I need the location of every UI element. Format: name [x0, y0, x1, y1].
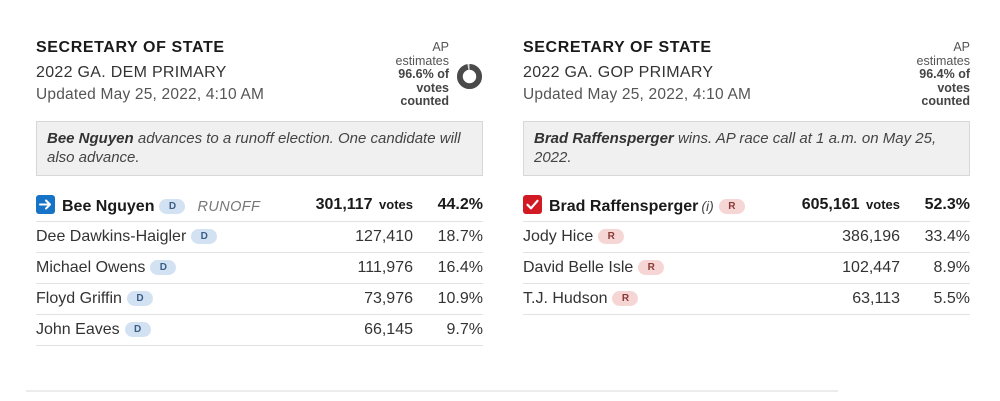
candidate-name: T.J. Hudson — [523, 289, 608, 307]
votes-cell: 605,161 votes — [780, 190, 900, 222]
race-summary: Bee Nguyen advances to a runoff election… — [36, 121, 483, 176]
race-header: SECRETARY OF STATE 2022 GA. GOP PRIMARY … — [523, 39, 970, 119]
gop-race-panel: SECRETARY OF STATE 2022 GA. GOP PRIMARY … — [523, 38, 970, 315]
office-title: SECRETARY OF STATE — [523, 39, 712, 56]
candidate-cell: T.J. Hudson R — [523, 283, 780, 315]
estimate-line: estimates — [916, 53, 971, 68]
party-badge: D — [191, 228, 218, 244]
percent-cell: 16.4% — [413, 252, 483, 284]
table-row: Bee Nguyen D RUNOFF 301,117 votes 44.2% — [36, 190, 483, 222]
party-badge: R — [612, 290, 639, 306]
summary-text: wins. AP race call at 1 a.m. on May 25, … — [534, 130, 937, 166]
vote-count: 63,113 — [780, 283, 900, 315]
candidate-name: Michael Owens — [36, 258, 146, 276]
percent-cell: 33.4% — [900, 221, 970, 253]
estimate-line: estimates — [395, 53, 450, 68]
checkmark-icon — [523, 194, 542, 214]
summary-candidate: Bee Nguyen — [47, 130, 134, 147]
vote-count: 605,161 — [801, 196, 860, 214]
results-table: Bee Nguyen D RUNOFF 301,117 votes 44.2% De… — [36, 190, 483, 346]
candidate-cell: Floyd Griffin D — [36, 283, 273, 315]
table-row: Michael Owens D 111,976 16.4% — [36, 252, 483, 284]
office-title: SECRETARY OF STATE — [36, 39, 225, 56]
dem-race-panel: SECRETARY OF STATE 2022 GA. DEM PRIMARY … — [36, 38, 483, 346]
vote-count: 386,196 — [780, 221, 900, 253]
race-summary: Brad Raffensperger wins. AP race call at… — [523, 121, 970, 176]
table-row: Dee Dawkins-Haigler D 127,410 18.7% — [36, 221, 483, 253]
votes-label: votes — [866, 197, 900, 213]
party-badge: R — [718, 198, 745, 214]
candidate-name: John Eaves — [36, 320, 120, 338]
vote-count: 127,410 — [273, 221, 413, 253]
candidate-cell: Brad Raffensperger (i) R — [523, 190, 780, 222]
candidate-cell: Michael Owens D — [36, 252, 273, 284]
candidate-cell: Bee Nguyen D RUNOFF — [36, 190, 273, 222]
candidate-cell: Jody Hice R — [523, 221, 780, 253]
candidate-cell: John Eaves D — [36, 314, 273, 346]
estimate-line: counted — [921, 94, 970, 108]
estimate-line: votes — [937, 80, 970, 95]
estimate-line: AP — [432, 40, 449, 54]
votes-label: votes — [379, 197, 413, 213]
votes-cell: 301,117 votes — [273, 190, 413, 222]
table-row: Jody Hice R 386,196 33.4% — [523, 221, 970, 253]
vote-count: 301,117 — [315, 196, 373, 214]
vote-count: 66,145 — [273, 314, 413, 346]
percent-cell: 18.7% — [413, 221, 483, 253]
estimate-percent: 96.6% of — [398, 67, 449, 81]
ap-estimate: AP estimates 96.4% of votes counted — [916, 40, 971, 109]
vote-count: 102,447 — [780, 252, 900, 284]
party-badge: D — [126, 290, 153, 306]
candidate-name: Brad Raffensperger — [549, 197, 699, 215]
table-row: Floyd Griffin D 73,976 10.9% — [36, 283, 483, 315]
percent-cell: 44.2% — [413, 190, 483, 222]
summary-text: advances to a runoff election. One candi… — [47, 130, 461, 166]
candidate-name: Bee Nguyen — [62, 197, 155, 215]
percent-cell: 9.7% — [413, 314, 483, 346]
vote-count: 73,976 — [273, 283, 413, 315]
estimate-line: AP — [953, 40, 970, 54]
vote-count: 111,976 — [273, 252, 413, 284]
percent-cell: 5.5% — [900, 283, 970, 315]
candidate-name: Jody Hice — [523, 227, 594, 245]
incumbent-marker: (i) — [701, 197, 714, 214]
updated-timestamp: Updated May 25, 2022, 4:10 AM — [36, 86, 265, 103]
party-badge: D — [150, 259, 177, 275]
estimate-line: votes — [416, 80, 449, 95]
candidate-cell: Dee Dawkins-Haigler D — [36, 221, 273, 253]
table-row: T.J. Hudson R 63,113 5.5% — [523, 283, 970, 315]
party-badge: R — [598, 228, 625, 244]
race-name: 2022 GA. GOP PRIMARY — [523, 64, 714, 81]
candidate-name: David Belle Isle — [523, 258, 634, 276]
summary-candidate: Brad Raffensperger — [534, 130, 674, 147]
percent-cell: 8.9% — [900, 252, 970, 284]
arrow-right-icon — [36, 194, 55, 214]
estimate-line: counted — [400, 94, 449, 108]
race-header: SECRETARY OF STATE 2022 GA. DEM PRIMARY … — [36, 39, 483, 119]
ap-estimate: AP estimates 96.6% of votes counted — [395, 40, 450, 109]
candidate-name: Dee Dawkins-Haigler — [36, 227, 187, 245]
estimate-percent: 96.4% of — [919, 67, 970, 81]
percent-cell: 52.3% — [900, 190, 970, 222]
runoff-label: RUNOFF — [197, 198, 261, 215]
party-badge: D — [159, 198, 186, 214]
party-badge: D — [124, 321, 151, 337]
candidate-cell: David Belle Isle R — [523, 252, 780, 284]
updated-timestamp: Updated May 25, 2022, 4:10 AM — [523, 86, 752, 103]
table-row: Brad Raffensperger (i) R 605,161 votes 52.… — [523, 190, 970, 222]
party-badge: R — [638, 259, 665, 275]
results-table: Brad Raffensperger (i) R 605,161 votes 52.… — [523, 190, 970, 315]
percent-cell: 10.9% — [413, 283, 483, 315]
table-row: John Eaves D 66,145 9.7% — [36, 314, 483, 346]
race-name: 2022 GA. DEM PRIMARY — [36, 64, 227, 81]
table-row: David Belle Isle R 102,447 8.9% — [523, 252, 970, 284]
candidate-name: Floyd Griffin — [36, 289, 122, 307]
donut-progress-icon — [456, 63, 483, 90]
section-divider — [26, 390, 838, 392]
